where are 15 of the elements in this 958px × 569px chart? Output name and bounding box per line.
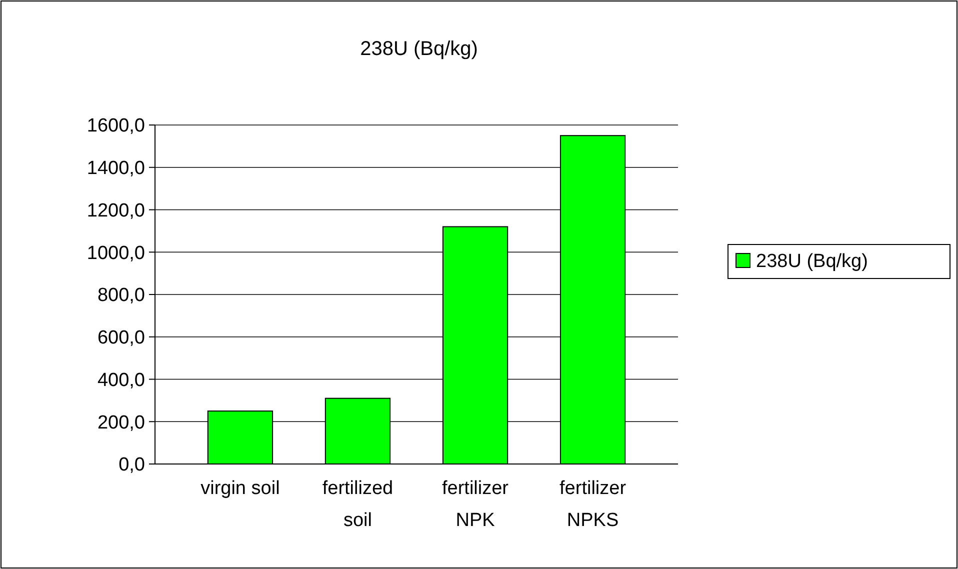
y-tick-label: 200,0 bbox=[97, 412, 145, 434]
y-tick-label: 0,0 bbox=[118, 454, 145, 476]
x-tick-label: virgin soil bbox=[200, 478, 280, 499]
legend-label: 238U (Bq/kg) bbox=[756, 251, 868, 272]
y-tick-label: 1200,0 bbox=[86, 200, 145, 222]
x-tick-label: fertilizer NPK bbox=[442, 478, 510, 531]
y-tick-label: 1400,0 bbox=[86, 158, 145, 180]
chart-title: 238U (Bq/kg) bbox=[360, 38, 478, 60]
y-tick-label: 1600,0 bbox=[86, 116, 145, 137]
y-tick-label: 600,0 bbox=[97, 328, 145, 349]
y-tick-label: 400,0 bbox=[97, 370, 145, 391]
x-tick-label: fertilized soil bbox=[322, 478, 394, 531]
y-tick-label: 800,0 bbox=[97, 285, 145, 306]
x-tick-label: fertilizer NPKS bbox=[560, 478, 627, 531]
y-tick-label: 1000,0 bbox=[86, 242, 145, 264]
